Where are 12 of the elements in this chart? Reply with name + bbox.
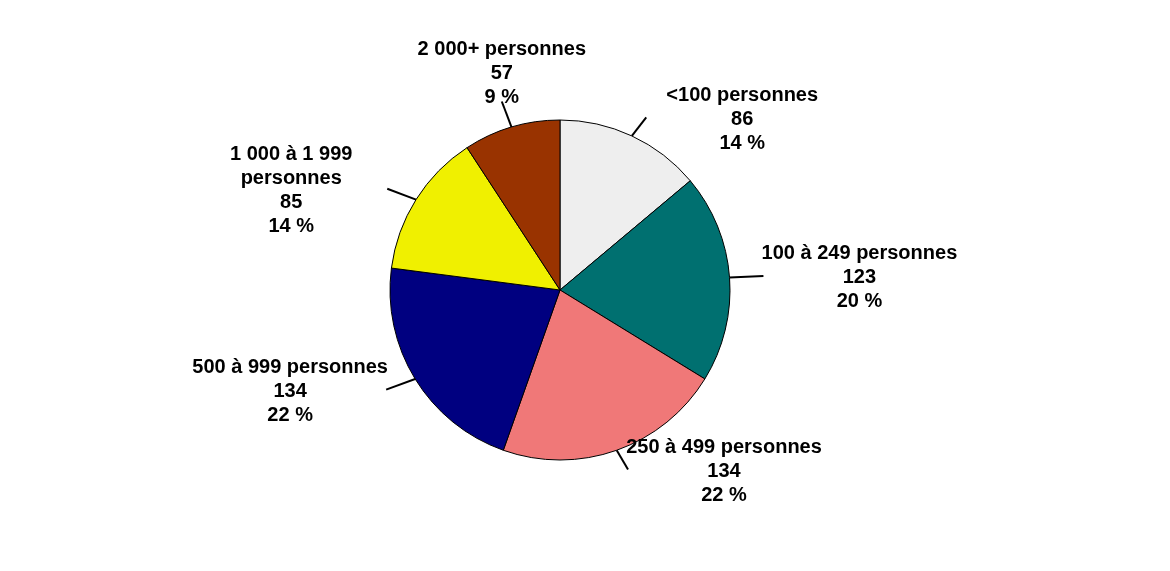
data-label: 86 14 % [719,106,766,153]
data-label: 57 9 % [484,60,520,107]
data-label: 123 20 % [836,265,883,312]
slice-label: 250 à 499 personnes [626,434,822,457]
data-label: 85 14 % [268,189,315,236]
slice-label: 1 000 à 1 999 personnes [230,141,353,188]
data-label: 134 22 % [267,378,314,425]
data-label: 134 22 % [701,458,748,505]
slice-label: 500 à 999 personnes [192,354,388,377]
slice-label: <100 personnes [666,82,819,105]
slice-label: 100 à 249 personnes [761,241,958,264]
slice-label: 2 000+ personnes [417,36,587,59]
